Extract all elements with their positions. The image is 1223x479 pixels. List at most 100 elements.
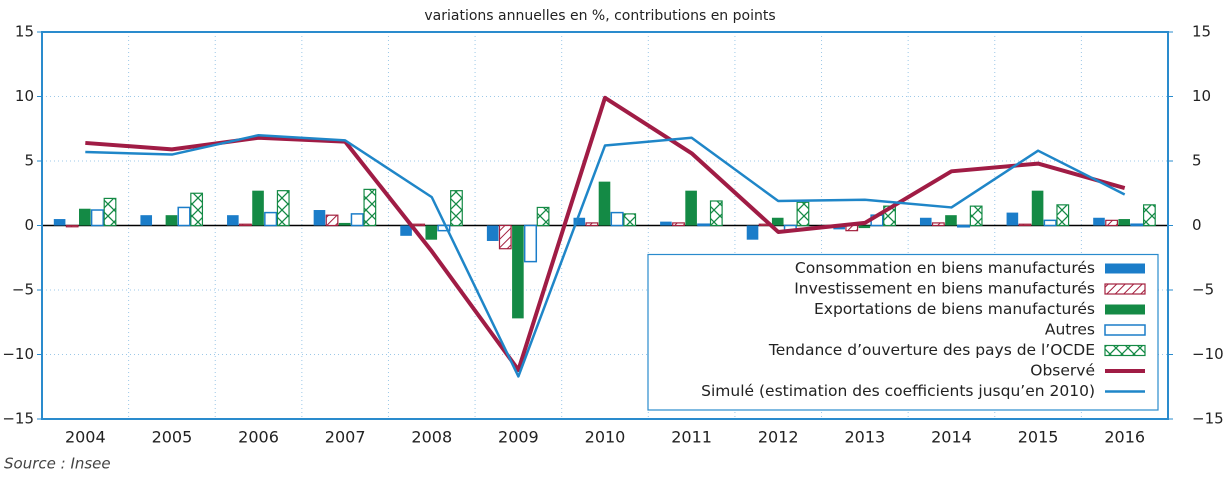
- y-tick-label: 10: [15, 87, 34, 105]
- bar: [685, 190, 697, 226]
- y2-tick-label: 10: [1192, 87, 1211, 105]
- y-tick-label: −15: [2, 410, 34, 428]
- bar: [227, 215, 239, 226]
- legend-label: Simulé (estimation des coefficients jusq…: [701, 382, 1095, 400]
- bar: [239, 223, 252, 227]
- legend-label: Autres: [1045, 321, 1095, 339]
- bar: [1130, 223, 1144, 227]
- y-tick-label: 5: [24, 152, 34, 170]
- bar: [660, 221, 672, 226]
- bar: [103, 197, 117, 227]
- x-tick-label: 2010: [585, 428, 626, 447]
- bar: [1056, 204, 1070, 227]
- x-tick-label: 2013: [844, 428, 885, 447]
- bar: [1006, 212, 1019, 226]
- bar: [486, 225, 499, 241]
- bar: [858, 225, 871, 229]
- bar: [338, 222, 351, 226]
- bar: [264, 211, 278, 227]
- legend-swatch: [1104, 283, 1146, 295]
- x-tick-label: 2015: [1018, 428, 1059, 447]
- bar: [79, 208, 91, 226]
- bar: [969, 205, 983, 227]
- bar: [498, 224, 512, 250]
- bar: [598, 181, 611, 226]
- x-tick-label: 2016: [1104, 428, 1145, 447]
- bar: [1118, 219, 1130, 226]
- x-tick-label: 2012: [758, 428, 799, 447]
- bar: [313, 210, 326, 226]
- bar: [573, 217, 586, 226]
- x-tick-label: 2009: [498, 428, 539, 447]
- bar: [190, 192, 204, 227]
- subtitle: variations annuelles en %, contributions…: [424, 8, 775, 24]
- legend-label: Observé: [1030, 362, 1095, 380]
- bar: [523, 224, 538, 263]
- bar: [585, 222, 599, 227]
- x-tick-label: 2005: [152, 428, 193, 447]
- x-tick-label: 2011: [671, 428, 712, 447]
- bar: [1093, 217, 1105, 226]
- plot-frame: [41, 31, 1169, 420]
- x-tick-label: 2008: [411, 428, 452, 447]
- bar: [945, 215, 957, 226]
- bar: [746, 225, 759, 240]
- bar: [65, 224, 79, 228]
- legend-label: Investissement en biens manufacturés: [794, 280, 1095, 298]
- y2-tick-label: −5: [1192, 281, 1214, 299]
- y2-tick-label: 5: [1192, 152, 1202, 170]
- legend-box: [647, 253, 1159, 411]
- y2-tick-label: 0: [1192, 216, 1202, 234]
- bar: [623, 213, 637, 227]
- bar: [771, 217, 784, 226]
- y-tick-label: 15: [15, 23, 34, 41]
- bar: [252, 190, 264, 226]
- legend-label: Tendance d’ouverture des pays de l’OCDE: [768, 341, 1095, 359]
- bar: [177, 206, 191, 227]
- bar: [450, 190, 463, 227]
- bar: [140, 215, 153, 226]
- bar: [1142, 204, 1156, 227]
- legend-swatch: [1105, 263, 1145, 274]
- x-tick-label: 2007: [325, 428, 366, 447]
- bar: [363, 188, 377, 227]
- bar: [165, 215, 178, 226]
- bar: [672, 222, 685, 227]
- bar: [512, 225, 524, 319]
- y2-tick-label: −15: [1192, 410, 1223, 428]
- bar: [536, 206, 550, 227]
- bar: [425, 225, 438, 240]
- bar: [697, 223, 711, 227]
- bar: [350, 213, 364, 227]
- legend-label: Exportations de biens manufacturés: [814, 300, 1095, 318]
- bar: [1031, 190, 1044, 226]
- legend-swatch: [1104, 344, 1146, 357]
- bar: [931, 222, 945, 227]
- y2-tick-label: −10: [1192, 345, 1223, 363]
- bar: [400, 225, 412, 236]
- legend-label: Consommation en biens manufacturés: [795, 259, 1095, 277]
- x-tick-label: 2006: [238, 428, 279, 447]
- bar: [437, 224, 451, 232]
- bar: [90, 209, 104, 227]
- line: [85, 95, 1126, 372]
- x-tick-label: 2014: [931, 428, 972, 447]
- bar: [610, 211, 624, 227]
- bar: [709, 200, 723, 227]
- bar: [276, 190, 290, 227]
- bar: [796, 201, 810, 227]
- y-tick-label: −5: [12, 281, 34, 299]
- bar: [957, 224, 971, 228]
- line: [85, 133, 1126, 378]
- y-tick-label: 0: [24, 216, 34, 234]
- bar: [53, 219, 66, 226]
- bar: [325, 214, 339, 227]
- bar: [919, 217, 932, 226]
- y-tick-label: −10: [2, 345, 34, 363]
- legend-swatch: [1105, 304, 1145, 315]
- bar: [412, 223, 426, 227]
- bar: [1043, 219, 1057, 227]
- source: Source : Insee: [4, 455, 111, 473]
- legend-swatch: [1104, 324, 1146, 336]
